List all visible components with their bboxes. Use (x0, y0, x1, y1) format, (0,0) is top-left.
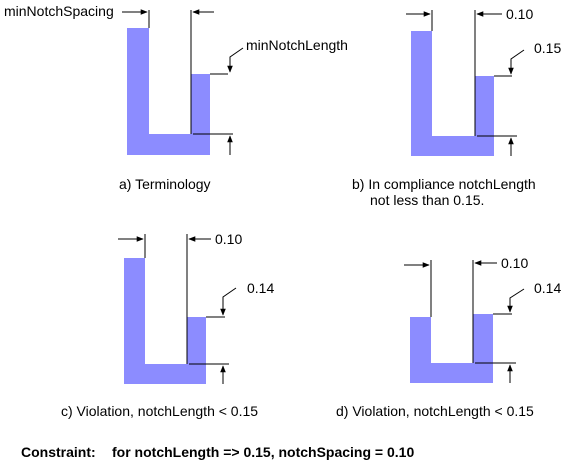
panel-c-length-arrow-top (220, 287, 237, 316)
constraint-label: Constraint: (21, 444, 96, 460)
panel-b-spacing-value: 0.10 (506, 6, 533, 22)
panel-d-length-arrow-top (507, 288, 525, 313)
panel-a-length-arrow-top (227, 47, 244, 73)
panel-c: 0.10 0.14 c) Violation, notchLength < 0.… (61, 231, 274, 419)
panel-b-u-shape (411, 31, 494, 156)
panel-c-spacing-value: 0.10 (215, 231, 242, 247)
panel-b-length-arrow-top (508, 49, 525, 75)
panel-c-caption: c) Violation, notchLength < 0.15 (61, 403, 258, 419)
panel-d-spacing-value: 0.10 (501, 255, 528, 271)
panel-b-length-value: 0.15 (534, 40, 561, 56)
panel-d-length-value: 0.14 (534, 280, 561, 296)
panel-d: 0.10 0.14 d) Violation, notchLength < 0.… (336, 255, 561, 419)
panel-d-caption: d) Violation, notchLength < 0.15 (336, 403, 534, 419)
panel-a-u-shape (127, 28, 210, 155)
constraint-text: for notchLength => 0.15, notchSpacing = … (112, 444, 414, 460)
panel-a: minNotchSpacing minNotchLength a) Termin… (4, 3, 348, 192)
panel-c-length-value: 0.14 (247, 280, 274, 296)
panel-d-u-shape (410, 314, 493, 383)
panel-b: 0.10 0.15 b) In compliance notchLength n… (352, 6, 561, 208)
panel-a-caption: a) Terminology (119, 176, 211, 192)
panel-c-u-shape (124, 258, 206, 384)
constraint-row: Constraint: for notchLength => 0.15, not… (21, 444, 414, 460)
panel-a-label-spacing: minNotchSpacing (4, 3, 114, 19)
panel-b-caption-line1: b) In compliance notchLength (352, 176, 536, 192)
panel-b-caption-line2: not less than 0.15. (370, 192, 484, 208)
panel-a-label-length: minNotchLength (246, 37, 348, 53)
